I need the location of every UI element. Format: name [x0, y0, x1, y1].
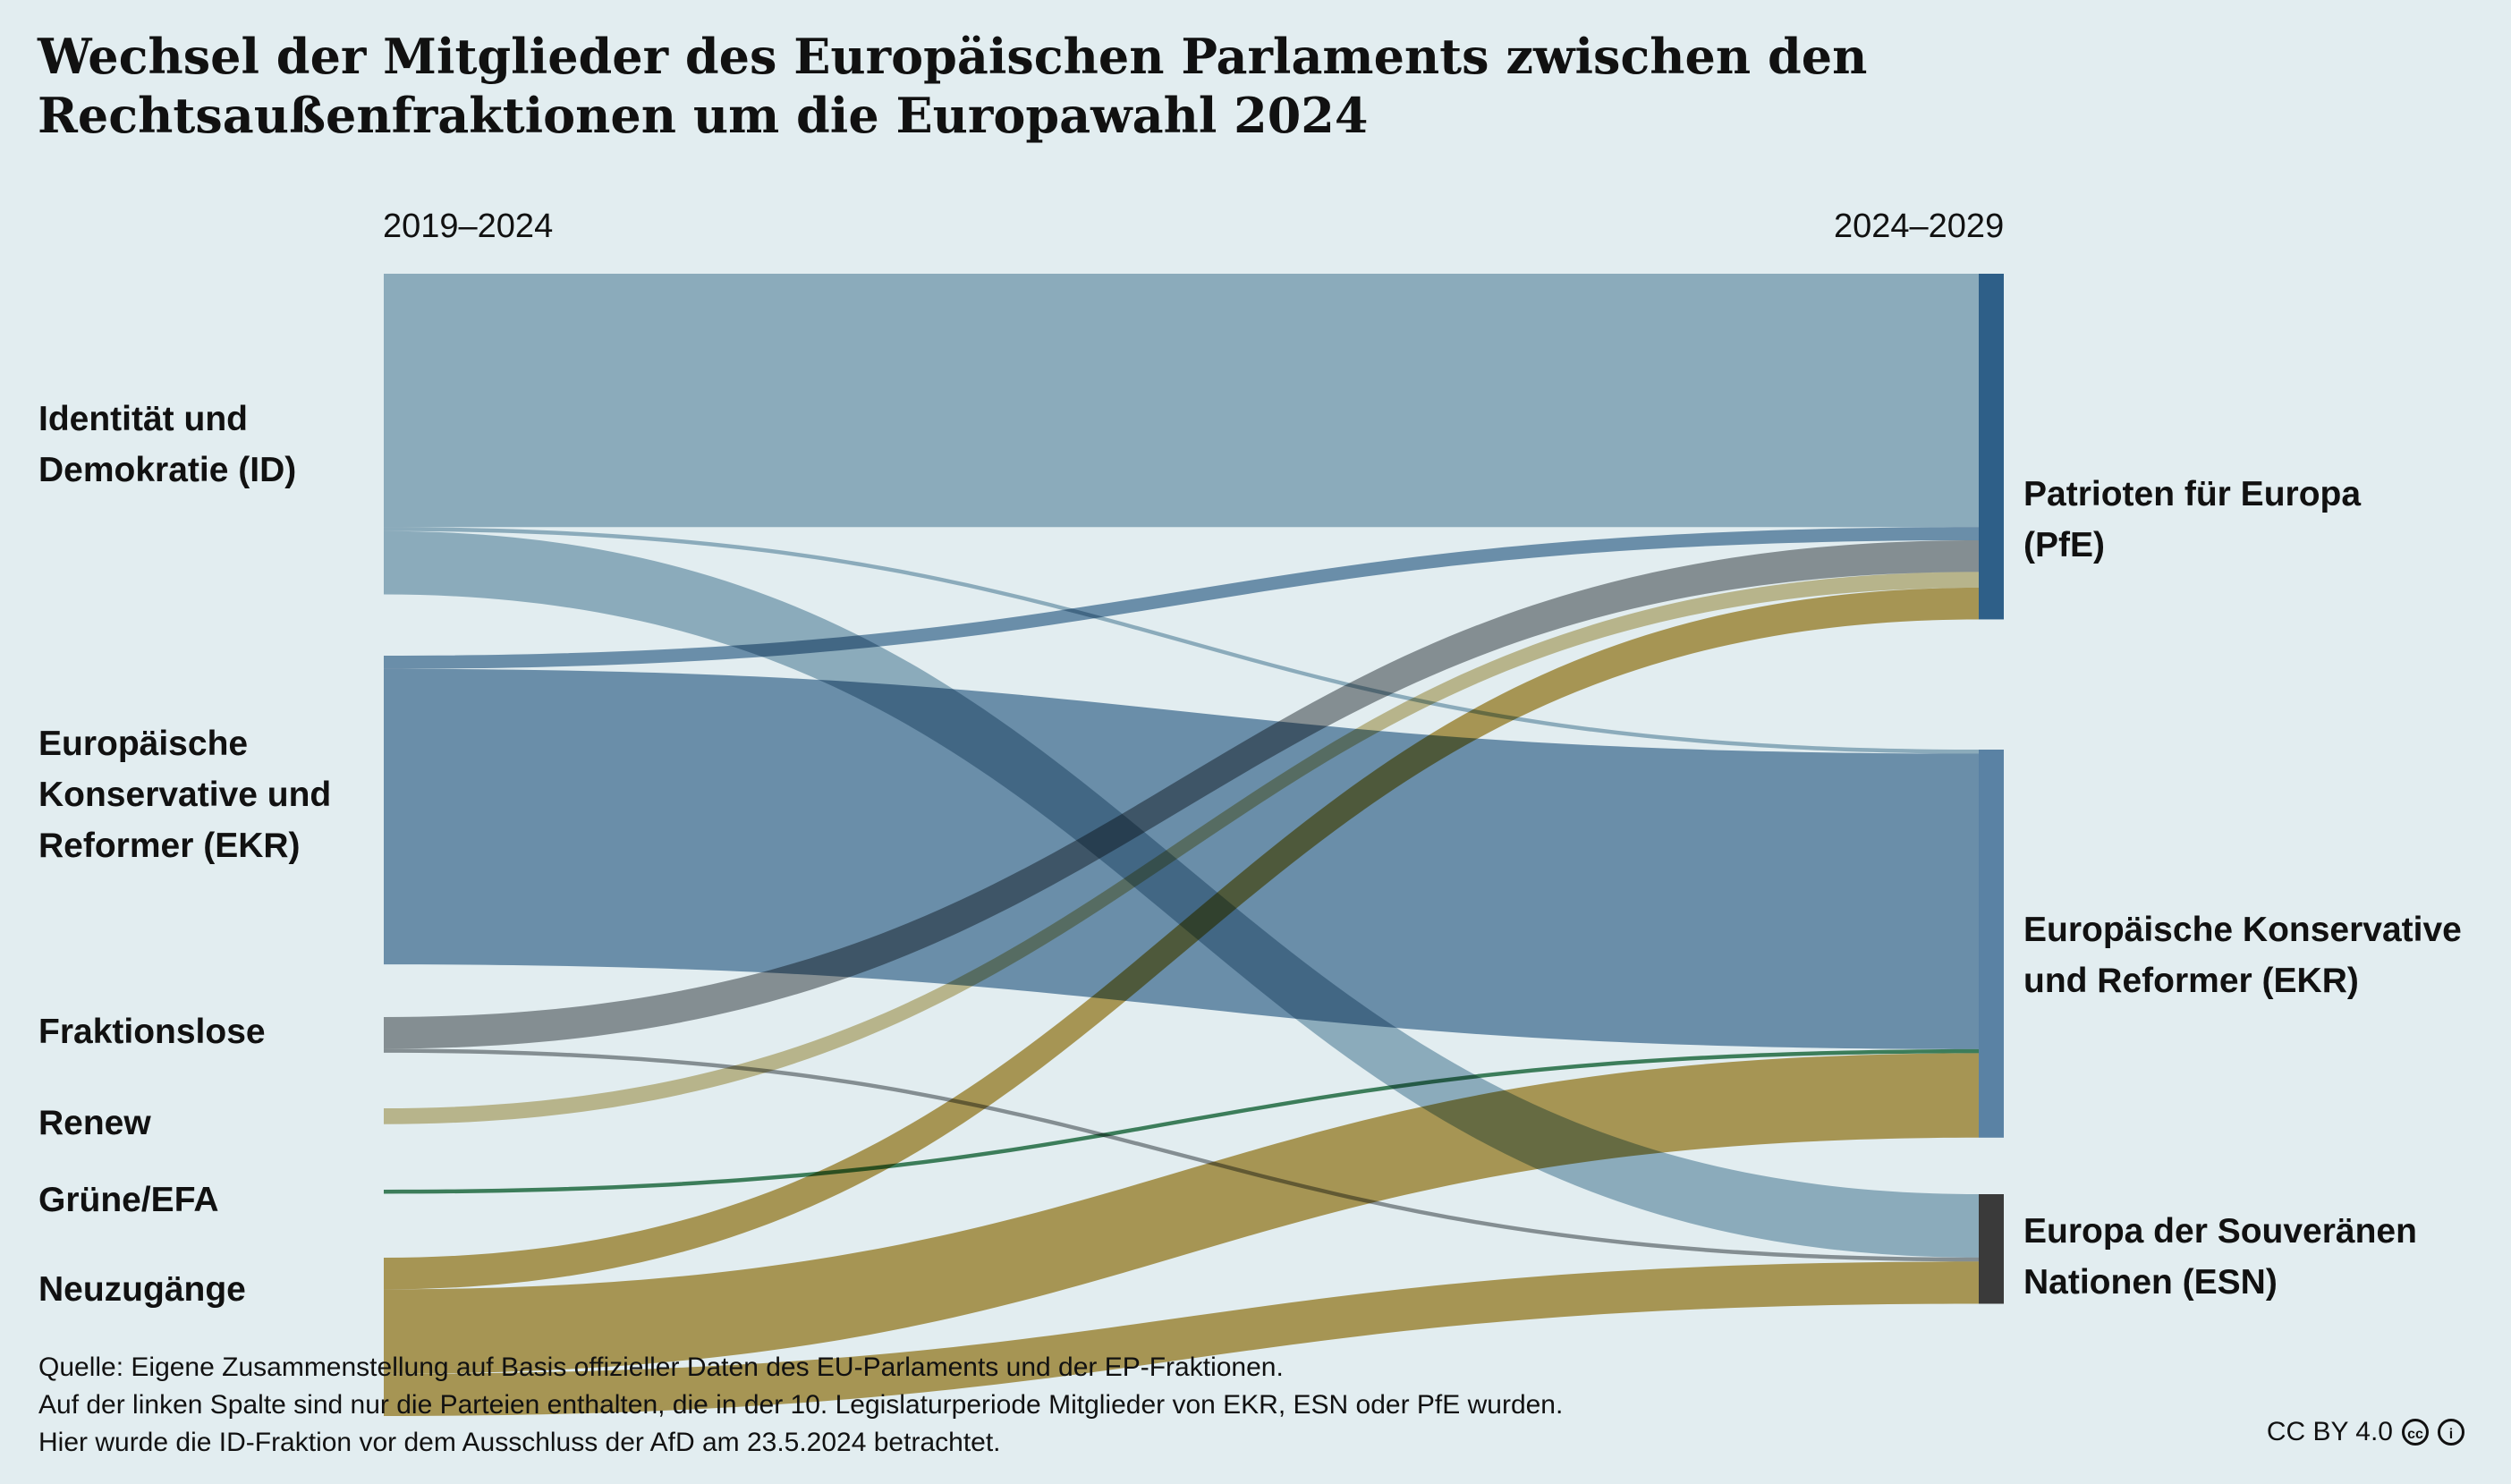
right-label-esn: Europa der Souveränen Nationen (ESN): [2023, 1212, 2417, 1302]
footer-notes: Quelle: Eigene Zusammenstellung auf Basi…: [38, 1349, 1563, 1462]
flow-ekr-to-ekr: [384, 668, 1979, 1049]
flow-neuzugaenge-to-ekr: [384, 1053, 1979, 1374]
left-label-renew: Renew: [38, 1104, 151, 1142]
note-id: Hier wurde die ID-Fraktion vor dem Aussc…: [38, 1428, 1001, 1457]
flow-id-to-pfe: [384, 274, 1979, 528]
note-parties: Auf der linken Spalte sind nur die Parte…: [38, 1390, 1564, 1420]
flow-fraktionslose-to-pfe: [384, 539, 1979, 1049]
chart-title: Wechsel der Mitglieder des Europäischen …: [38, 28, 1868, 144]
cc-icon: cc: [2402, 1419, 2429, 1446]
flow-gruene-to-ekr: [384, 1048, 1979, 1194]
left-label-id: Identität und Demokratie (ID): [38, 400, 297, 489]
flow-renew-to-pfe: [384, 572, 1979, 1124]
left-label-fraktionslose: Fraktionslose: [38, 1013, 266, 1051]
right-label-ekr: Europäische Konservative und Reformer (E…: [2023, 911, 2462, 1000]
flow-id-to-ekr: [384, 527, 1979, 754]
by-icon: i: [2438, 1419, 2464, 1446]
flow-fraktionslose-to-esn: [384, 1048, 1979, 1262]
node-bar-esn: [1979, 1194, 2004, 1304]
license-text: CC BY 4.0: [2266, 1417, 2393, 1446]
flow-neuzugaenge-to-pfe: [384, 588, 1979, 1290]
right-label-pfe: Patrioten für Europa (PfE): [2023, 475, 2362, 564]
license: CC BY 4.0 cc i: [2267, 1417, 2464, 1447]
node-bar-pfe: [1979, 274, 2004, 620]
right-column-header: 2024–2029: [1834, 208, 2005, 245]
node-bar-ekr: [1979, 750, 2004, 1138]
left-label-gruene: Grüne/EFA: [38, 1181, 219, 1219]
flow-ekr-to-pfe: [384, 527, 1979, 669]
sankey-flows: [384, 274, 1979, 1416]
left-column-header: 2019–2024: [383, 208, 554, 245]
source-text: Quelle: Eigene Zusammenstellung auf Basi…: [38, 1353, 1284, 1382]
left-label-neuzugaenge: Neuzugänge: [38, 1270, 246, 1309]
flow-neuzugaenge-to-esn: [384, 1261, 1979, 1416]
left-label-ekr: Europäische Konservative und Reformer (E…: [38, 725, 332, 865]
